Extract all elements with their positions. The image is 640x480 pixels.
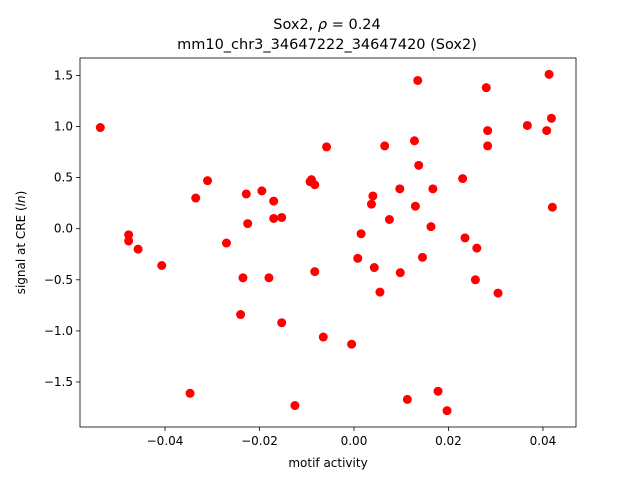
y-tick-label: 1.0 bbox=[54, 119, 73, 133]
data-point bbox=[277, 318, 287, 328]
data-point bbox=[347, 339, 357, 349]
y-tick-label: −1.0 bbox=[44, 324, 73, 338]
x-tick-label: −0.04 bbox=[147, 434, 184, 448]
data-point bbox=[544, 69, 554, 79]
y-tick-label: 0.0 bbox=[54, 222, 73, 236]
data-point bbox=[238, 273, 248, 283]
data-point bbox=[483, 126, 493, 136]
data-point bbox=[522, 120, 532, 130]
data-point bbox=[414, 160, 424, 170]
data-point bbox=[384, 215, 394, 224]
data-point bbox=[433, 386, 443, 396]
data-point bbox=[395, 268, 405, 278]
data-point bbox=[277, 212, 287, 222]
data-point bbox=[472, 243, 482, 253]
data-point bbox=[409, 136, 419, 146]
data-point bbox=[483, 141, 493, 151]
data-point bbox=[191, 193, 201, 203]
data-point bbox=[402, 394, 412, 404]
data-point bbox=[133, 244, 143, 254]
data-point bbox=[366, 199, 376, 209]
data-point bbox=[318, 332, 328, 342]
data-point bbox=[241, 189, 251, 199]
data-point bbox=[458, 174, 468, 184]
data-point bbox=[203, 176, 213, 186]
data-point bbox=[269, 213, 279, 223]
data-point bbox=[493, 288, 503, 298]
data-point bbox=[257, 186, 267, 196]
x-axis-ticks: −0.04 −0.02 0.00 0.02 0.04 bbox=[147, 427, 557, 448]
x-tick-label: 0.04 bbox=[530, 434, 557, 448]
chart-title-line2: mm10_chr3_34647222_34647420 (Sox2) bbox=[177, 37, 477, 53]
data-point bbox=[428, 184, 438, 194]
plot-frame bbox=[79, 57, 577, 428]
data-point bbox=[157, 261, 167, 270]
data-point bbox=[369, 263, 379, 273]
data-point bbox=[290, 401, 300, 411]
data-point bbox=[417, 252, 427, 262]
data-point bbox=[264, 273, 274, 283]
data-point bbox=[185, 388, 195, 398]
data-point bbox=[410, 201, 420, 211]
data-point bbox=[375, 287, 385, 297]
y-tick-label: −0.5 bbox=[44, 273, 73, 287]
x-tick-label: 0.02 bbox=[435, 434, 462, 448]
data-point bbox=[221, 238, 231, 248]
data-point bbox=[243, 219, 253, 229]
y-axis-ticks: −1.5 −1.0 −0.5 0.0 0.5 1.0 1.5 bbox=[44, 68, 80, 389]
data-point bbox=[413, 75, 423, 85]
data-point bbox=[470, 275, 480, 285]
data-point bbox=[395, 184, 405, 194]
data-point bbox=[368, 191, 378, 201]
data-point bbox=[356, 229, 366, 239]
data-point bbox=[269, 196, 279, 206]
x-axis-label: motif activity bbox=[288, 456, 367, 470]
data-point bbox=[442, 406, 452, 416]
y-axis-label: signal at CRE (ln) bbox=[14, 191, 28, 295]
data-point bbox=[322, 142, 332, 152]
y-tick-label: −1.5 bbox=[44, 375, 73, 389]
data-point bbox=[380, 141, 390, 151]
data-point bbox=[95, 123, 105, 133]
data-point bbox=[426, 222, 436, 232]
x-tick-label: −0.02 bbox=[241, 434, 278, 448]
data-point bbox=[310, 180, 320, 190]
data-point bbox=[353, 253, 363, 263]
data-point bbox=[542, 126, 552, 136]
data-points bbox=[95, 69, 557, 416]
data-point bbox=[124, 236, 134, 246]
data-point bbox=[481, 83, 491, 93]
data-point bbox=[236, 310, 246, 320]
data-point bbox=[547, 202, 557, 212]
y-tick-label: 0.5 bbox=[54, 171, 73, 185]
y-tick-label: 1.5 bbox=[54, 68, 73, 82]
x-tick-label: 0.00 bbox=[341, 434, 368, 448]
data-point bbox=[460, 233, 470, 243]
data-point bbox=[310, 267, 320, 277]
chart-title-line1: Sox2, ρ = 0.24 bbox=[273, 17, 381, 33]
data-point bbox=[546, 113, 556, 123]
